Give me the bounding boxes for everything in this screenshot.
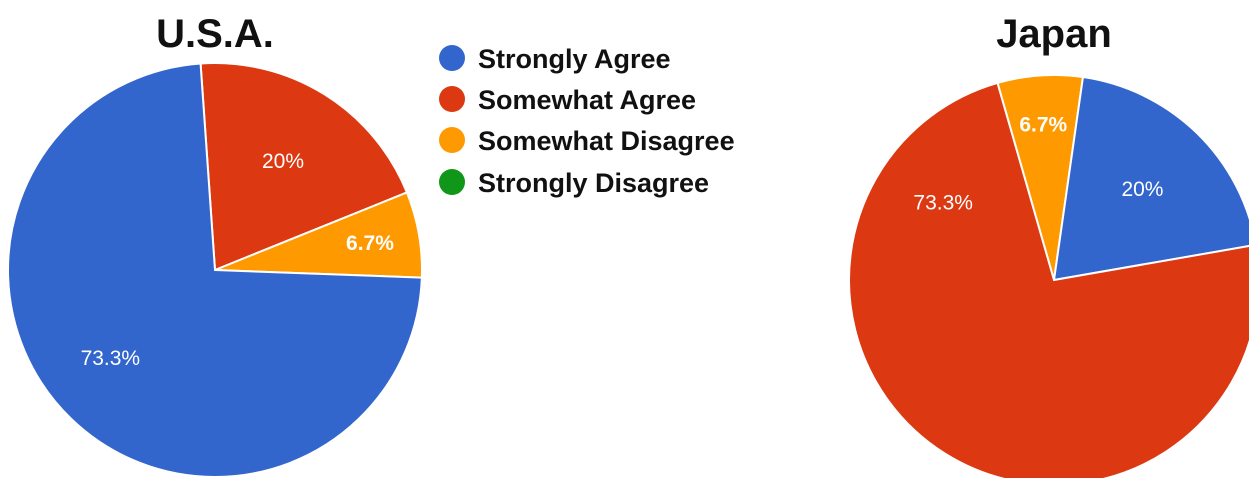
pie-slice-strongly-agree[interactable] — [1052, 75, 1249, 282]
legend-label-strongly-agree: Strongly Agree — [478, 44, 671, 74]
chart-title-japan: Japan — [996, 12, 1112, 56]
legend-label-somewhat-agree: Somewhat Agree — [478, 85, 696, 115]
legend-label-strongly-disagree: Strongly Disagree — [478, 168, 709, 198]
slice-label-strongly-agree: 73.3% — [81, 347, 141, 370]
pie-slice-somewhat-agree[interactable] — [848, 81, 1249, 478]
slice-label-somewhat-agree: 20% — [262, 150, 304, 173]
pie-slice-strongly-agree[interactable] — [7, 62, 423, 478]
legend-item-strongly-agree[interactable]: Strongly Agree — [439, 44, 671, 74]
pie-chart-usa: 20% 6.7% 73.3% — [7, 62, 423, 478]
legend: Strongly Agree Somewhat Agree Somewhat D… — [439, 44, 735, 198]
legend-swatch-strongly-agree — [439, 45, 465, 71]
chart-title-usa: U.S.A. — [156, 12, 274, 56]
legend-swatch-strongly-disagree — [439, 169, 465, 195]
legend-label-somewhat-disagree: Somewhat Disagree — [478, 126, 735, 156]
slice-label-strongly-agree: 20% — [1121, 178, 1163, 201]
legend-item-strongly-disagree[interactable]: Strongly Disagree — [439, 168, 709, 198]
pie-chart-japan: 6.7% 20% 73.3% — [848, 74, 1249, 478]
legend-swatch-somewhat-disagree — [439, 127, 465, 153]
slice-label-somewhat-disagree: 6.7% — [346, 232, 394, 255]
legend-item-somewhat-disagree[interactable]: Somewhat Disagree — [439, 126, 735, 156]
pie-slice-somewhat-agree[interactable] — [199, 62, 409, 272]
legend-swatch-somewhat-agree — [439, 86, 465, 112]
slice-label-somewhat-disagree: 6.7% — [1019, 114, 1067, 137]
slice-label-somewhat-agree: 73.3% — [913, 191, 973, 214]
legend-item-somewhat-agree[interactable]: Somewhat Agree — [439, 85, 696, 115]
